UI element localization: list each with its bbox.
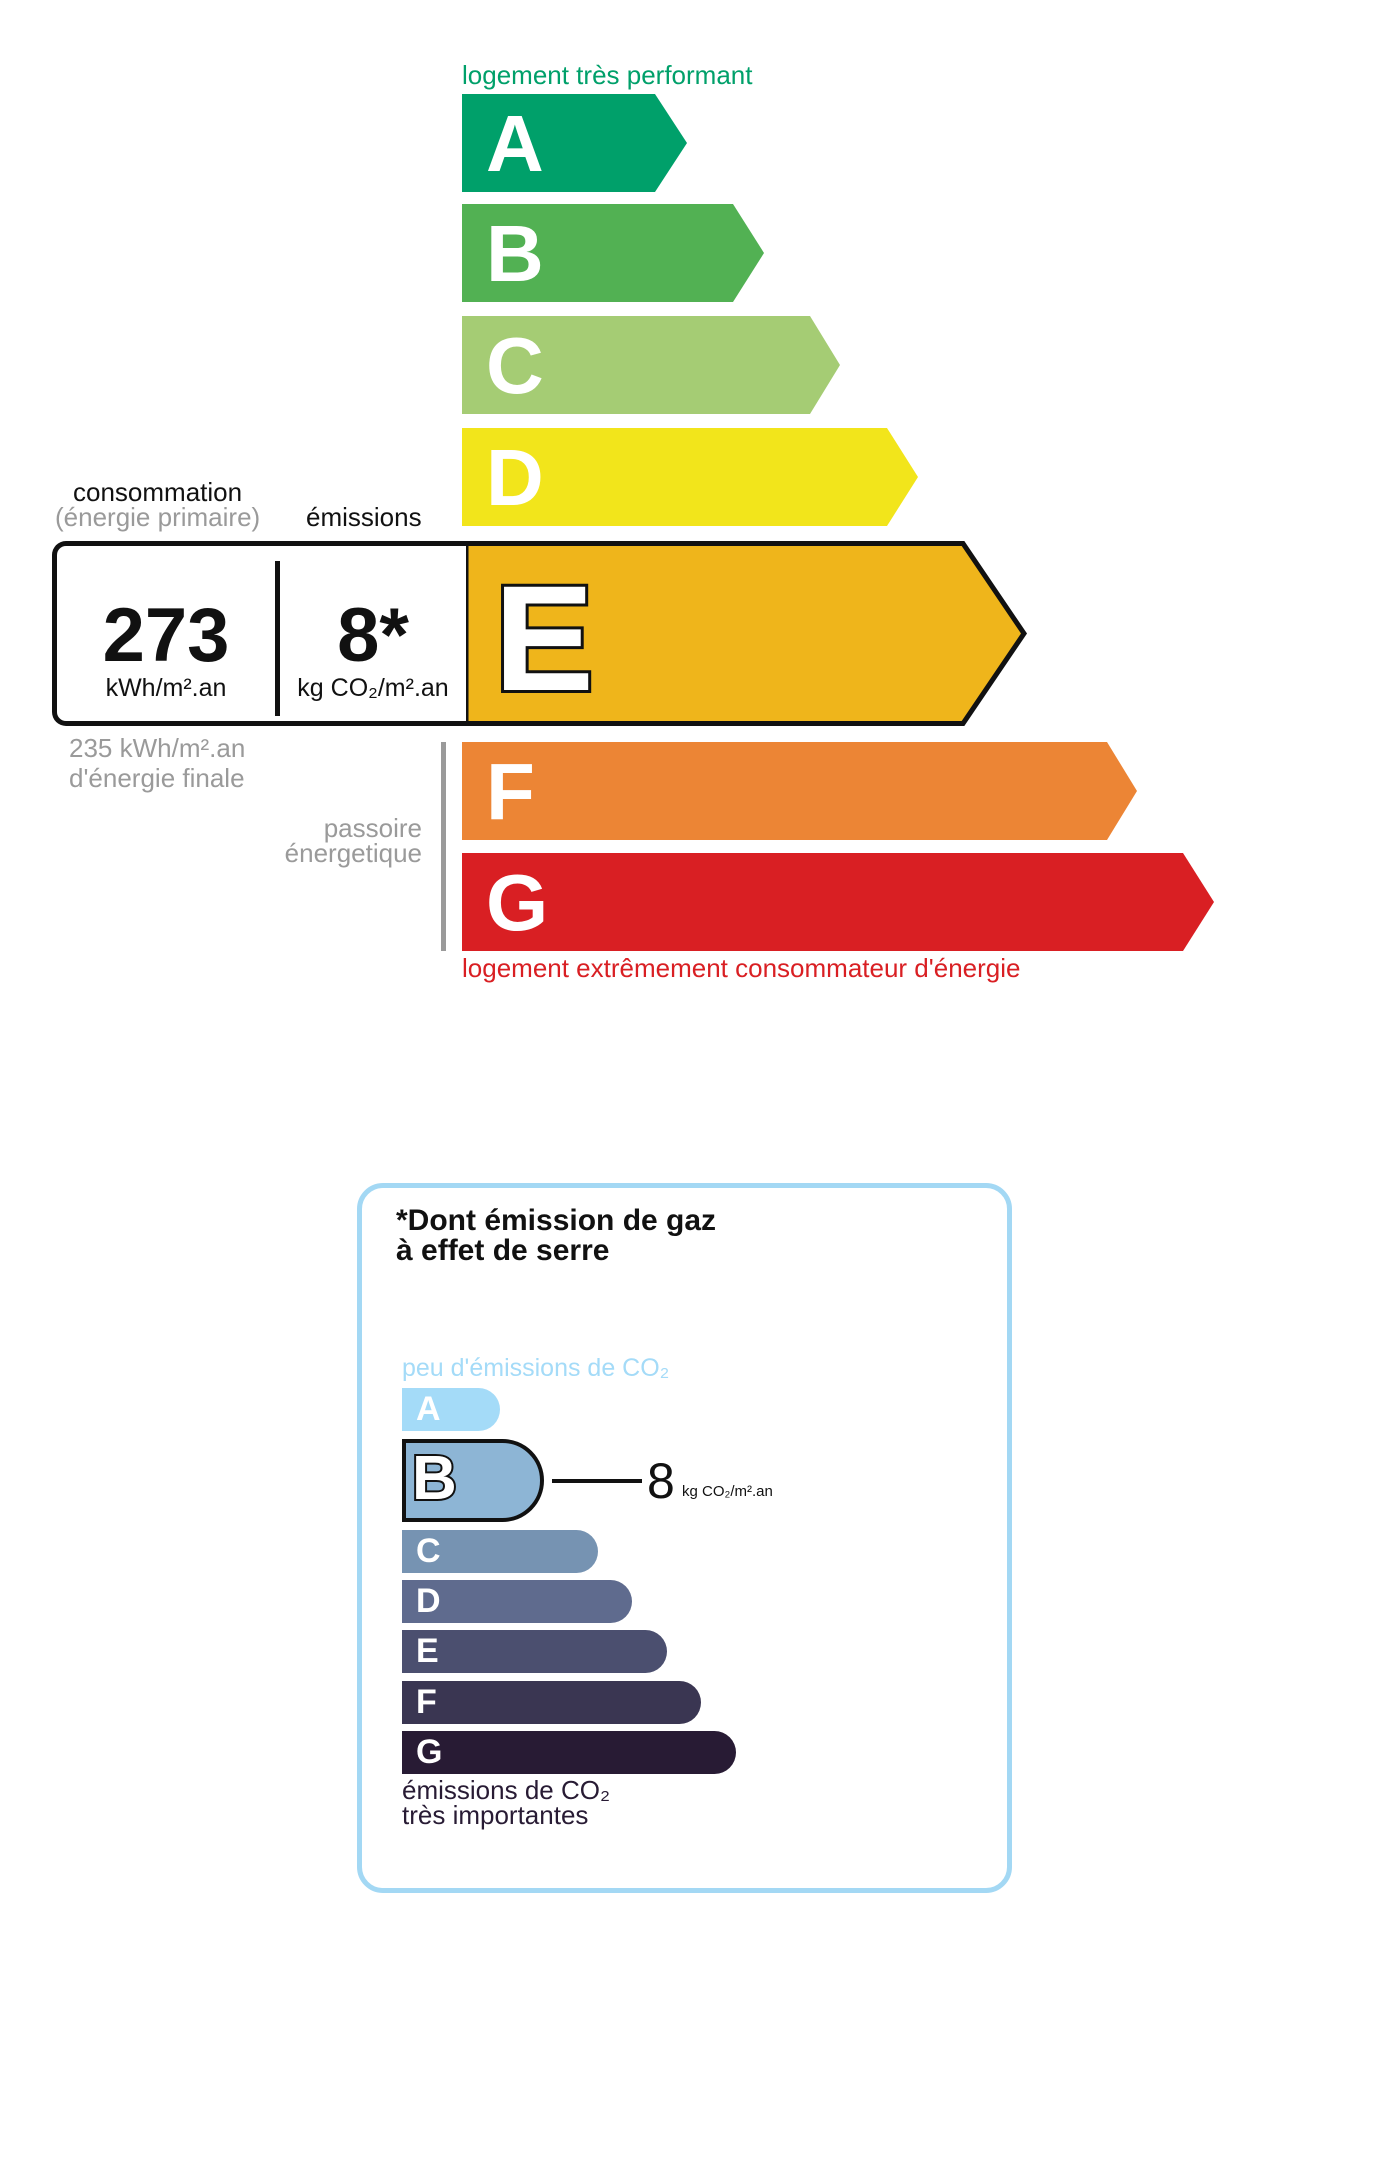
emissions-value: 8* <box>337 593 409 678</box>
passoire-label-line2: énergetique <box>284 838 422 868</box>
ges-class-f-bar: F <box>402 1681 701 1724</box>
energy-class-g-bar: G <box>462 853 1214 951</box>
energy-class-b-bar: B <box>462 204 764 302</box>
final-energy-label: d'énergie finale <box>69 763 245 793</box>
values-divider <box>275 561 280 716</box>
energy-class-arrow <box>462 94 687 192</box>
energy-class-letter: G <box>486 858 549 947</box>
ges-class-letter: B <box>410 1444 459 1513</box>
ges-class-letter: D <box>416 1582 441 1620</box>
energy-class-shape <box>462 428 918 526</box>
energy-class-a-bar: A <box>462 94 687 192</box>
ges-class-e-bar: E <box>402 1630 667 1673</box>
energy-class-shape <box>462 853 1214 951</box>
energy-class-letter: C <box>486 321 544 410</box>
energy-class-shape <box>462 94 687 192</box>
ges-class-d-bar: D <box>402 1580 632 1623</box>
passoire-marker <box>441 742 446 951</box>
ges-class-c-bar: C <box>402 1530 598 1573</box>
ges-class-letter: A <box>416 1390 441 1428</box>
ges-title-line1: *Dont émission de gaz <box>396 1204 717 1237</box>
energy-class-shape <box>462 316 840 414</box>
consumption-value: 273 <box>102 593 230 678</box>
energy-class-shape <box>466 541 1028 726</box>
energy-class-arrow <box>462 204 764 302</box>
energy-class-d-bar: D <box>462 428 918 526</box>
ges-pointer-line <box>552 1479 642 1483</box>
ges-panel <box>357 1183 1012 1893</box>
energy-class-arrow <box>462 428 918 526</box>
energy-class-arrow <box>462 742 1137 840</box>
ges-top-label: peu d'émissions de CO₂ <box>402 1354 670 1382</box>
ges-title-line2: à effet de serre <box>396 1234 610 1267</box>
energy-class-arrow <box>466 541 1028 726</box>
consumption-header: consommation <box>73 477 243 507</box>
energy-class-arrow <box>462 316 840 414</box>
ges-class-b-bar: B <box>402 1439 544 1522</box>
energy-class-letter: A <box>486 99 544 188</box>
consumption-unit: kWh/m².an <box>105 674 227 702</box>
values-box: 273 kWh/m².an 8* kg CO₂/m².an <box>52 541 466 726</box>
ges-value: 8 <box>647 1453 675 1509</box>
emissions-header: émissions <box>306 502 422 532</box>
ges-unit: kg CO₂/m².an <box>682 1483 773 1500</box>
ges-class-a-bar: A <box>402 1388 500 1431</box>
ges-class-letter: G <box>416 1733 443 1771</box>
energy-class-f-bar: F <box>462 742 1137 840</box>
energy-class-letter: E <box>491 554 597 722</box>
ges-class-letter: E <box>416 1632 439 1670</box>
energy-class-letter: B <box>486 209 544 298</box>
energy-class-c-bar: C <box>462 316 840 414</box>
energy-class-letter: F <box>486 747 535 836</box>
energy-class-arrow <box>462 853 1214 951</box>
consumption-subheader: (énergie primaire) <box>55 502 261 532</box>
ges-bottom-line1: émissions de CO₂ <box>402 1775 611 1805</box>
ges-class-letter: F <box>416 1683 437 1721</box>
energy-top-label: logement très performant <box>462 60 753 90</box>
final-energy-value: 235 kWh/m².an <box>69 733 246 763</box>
energy-class-shape <box>462 742 1137 840</box>
passoire-label-line1: passoire <box>323 813 422 843</box>
energy-class-letter: D <box>486 433 544 522</box>
energy-class-shape <box>462 204 764 302</box>
ges-bottom-line2: très importantes <box>402 1800 589 1830</box>
energy-bottom-label: logement extrêmement consommateur d'éner… <box>462 953 1021 983</box>
emissions-unit: kg CO₂/m².an <box>297 674 449 702</box>
ges-class-letter: C <box>416 1532 441 1570</box>
energy-class-e-bar: E <box>466 541 1032 726</box>
ges-class-g-bar: G <box>402 1731 736 1774</box>
